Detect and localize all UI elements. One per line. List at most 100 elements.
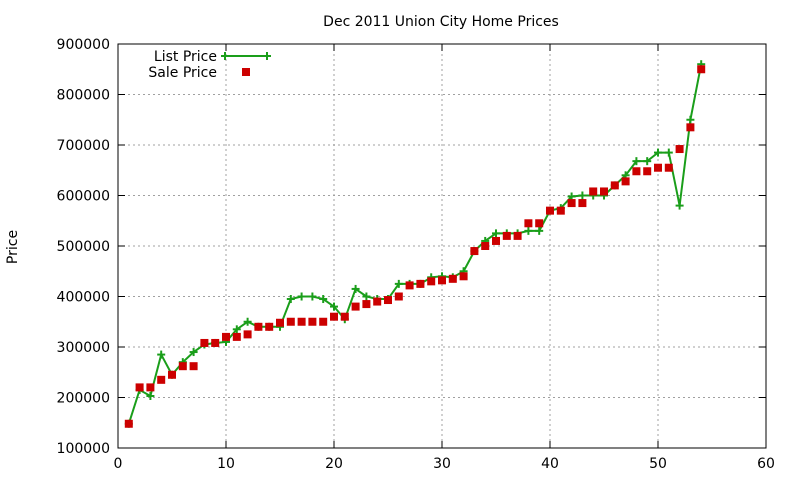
x-tick-label: 50 xyxy=(649,456,667,472)
y-tick-label: 100000 xyxy=(57,441,110,457)
legend-label-list-price: List Price xyxy=(154,49,217,65)
legend-cross-right xyxy=(263,52,271,60)
sale-price-point xyxy=(232,332,241,341)
sale-price-point xyxy=(459,272,468,281)
sale-price-point xyxy=(384,296,392,305)
list-price-point xyxy=(675,201,684,210)
list-price-point xyxy=(492,229,500,238)
sale-price-point xyxy=(513,231,522,240)
sale-price-point xyxy=(308,317,317,326)
list-price-point xyxy=(394,279,403,288)
sale-price-point xyxy=(654,163,662,172)
list-price-point xyxy=(146,391,155,400)
legend-label-sale-price: Sale Price xyxy=(148,65,217,81)
list-price-point xyxy=(157,350,166,359)
legend-sample-sale-price xyxy=(242,68,250,76)
list-price-point xyxy=(308,292,317,301)
list-price-point xyxy=(654,148,662,157)
list-price-point xyxy=(362,292,371,301)
sale-price-point xyxy=(481,242,490,250)
list-price-point xyxy=(319,295,328,304)
sale-price-point xyxy=(319,317,328,326)
chart-title: Dec 2011 Union City Home Prices xyxy=(323,14,559,30)
sale-price-point xyxy=(254,322,263,331)
tick-labels: 100000 200000 300000 400000 500000 600000 7000… xyxy=(57,37,775,472)
sale-price-point xyxy=(675,145,684,154)
sale-price-point xyxy=(578,199,587,208)
x-tick-label: 60 xyxy=(757,456,775,472)
list-price-point xyxy=(643,157,652,166)
sale-price-point xyxy=(643,167,652,176)
sale-price-point xyxy=(405,281,414,290)
series-line-list-price xyxy=(127,64,703,425)
sale-price-point xyxy=(427,277,436,286)
x-tick-label: 10 xyxy=(217,456,235,472)
sale-price-point xyxy=(351,302,360,311)
sale-price-point xyxy=(394,292,403,301)
y-tick-label: 300000 xyxy=(57,340,110,356)
sale-price-point xyxy=(286,317,295,326)
y-tick-label: 900000 xyxy=(57,37,110,53)
sale-price-point xyxy=(222,332,230,341)
plot-frame xyxy=(117,43,767,449)
sale-price-point xyxy=(697,65,706,74)
sale-price-point xyxy=(470,247,479,256)
x-tick-label: 20 xyxy=(325,456,343,472)
sale-price-point xyxy=(535,219,544,228)
sale-price-point xyxy=(524,219,533,228)
list-price-point xyxy=(524,226,533,235)
sale-price-point xyxy=(146,383,155,392)
series-layer xyxy=(124,60,706,428)
sale-price-point xyxy=(189,362,198,371)
list-price-point xyxy=(535,226,544,235)
sale-price-point xyxy=(416,279,425,288)
sale-price-point xyxy=(178,362,187,371)
sale-price-point xyxy=(200,338,209,347)
x-tick-label: 0 xyxy=(114,456,123,472)
sale-price-point xyxy=(373,297,382,306)
x-tick-label: 40 xyxy=(541,456,559,472)
list-price-point xyxy=(330,302,338,311)
sale-price-point xyxy=(135,383,144,392)
legend-cross-left xyxy=(221,52,229,60)
legend-sample-list-price xyxy=(221,52,271,60)
y-tick-label: 600000 xyxy=(57,189,110,205)
y-tick-label: 200000 xyxy=(57,391,110,407)
sale-price-point xyxy=(211,338,220,347)
sale-price-point xyxy=(362,300,371,309)
sale-price-point xyxy=(589,187,598,196)
list-price-point xyxy=(243,317,252,326)
list-price-point xyxy=(286,295,295,304)
sale-price-point xyxy=(276,318,284,327)
legend: List Price Sale Price xyxy=(148,49,271,81)
y-tick-label: 500000 xyxy=(57,239,110,255)
sale-price-point xyxy=(664,163,673,172)
sale-price-point xyxy=(686,123,695,132)
y-axis-label: Price xyxy=(5,230,21,264)
sale-price-point xyxy=(157,375,166,384)
sale-price-point xyxy=(502,231,511,240)
list-price-point xyxy=(686,115,695,124)
sale-price-point xyxy=(448,274,457,283)
sale-price-point xyxy=(632,167,641,176)
sale-price-point xyxy=(243,330,252,339)
list-price-point xyxy=(232,325,241,334)
sale-price-point xyxy=(168,370,176,379)
sale-price-point xyxy=(610,181,619,190)
list-price-point xyxy=(351,284,360,293)
x-tick-label: 30 xyxy=(433,456,451,472)
sale-price-point xyxy=(438,276,446,285)
y-tick-label: 800000 xyxy=(57,88,110,104)
sale-price-point xyxy=(124,419,133,428)
sale-price-point xyxy=(330,312,338,321)
list-price-point xyxy=(664,148,673,157)
legend-square-sale-price xyxy=(242,68,250,76)
y-tick-label: 700000 xyxy=(57,138,110,154)
list-price-point xyxy=(189,348,198,357)
sale-price-point xyxy=(297,317,306,326)
sale-price-point xyxy=(556,206,565,215)
sale-price-point xyxy=(492,236,500,245)
list-price-point xyxy=(632,157,641,166)
sale-price-point xyxy=(265,322,274,331)
